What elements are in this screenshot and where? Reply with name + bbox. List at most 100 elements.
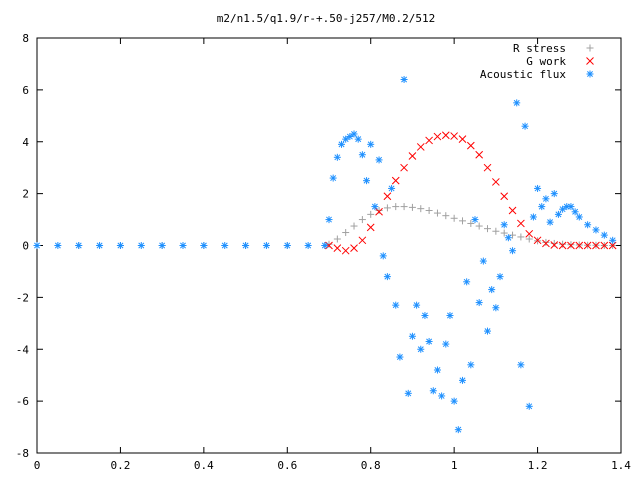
data-point — [363, 177, 371, 185]
data-point — [571, 208, 579, 216]
data-point — [425, 337, 433, 345]
data-point — [391, 176, 400, 185]
data-point — [221, 242, 229, 249]
data-point — [367, 140, 375, 148]
data-point — [567, 203, 575, 211]
data-point — [500, 221, 508, 229]
data-point — [371, 203, 379, 211]
x-tick-label: 0.6 — [277, 459, 297, 472]
legend-marker — [586, 44, 594, 52]
data-point — [333, 244, 342, 252]
data-point — [592, 241, 600, 250]
data-point — [525, 229, 534, 238]
data-point — [75, 242, 83, 249]
data-point — [438, 392, 446, 400]
data-point — [446, 312, 454, 320]
data-point — [350, 222, 358, 230]
data-point — [609, 236, 617, 244]
data-point — [116, 242, 124, 249]
series-acoustic-flux — [33, 76, 617, 434]
data-point — [484, 327, 492, 335]
data-point — [358, 216, 366, 224]
data-point — [517, 233, 525, 241]
data-point — [467, 219, 475, 227]
data-point — [342, 135, 350, 143]
data-point — [442, 340, 450, 348]
data-point — [533, 236, 542, 245]
data-point — [517, 219, 525, 228]
data-point — [567, 241, 575, 250]
data-point — [542, 195, 550, 203]
data-point — [450, 132, 458, 140]
data-point — [333, 153, 341, 161]
data-point — [346, 133, 354, 141]
x-tick-label: 1.4 — [611, 459, 631, 472]
data-point — [416, 143, 425, 151]
y-tick-label: -8 — [16, 447, 29, 460]
data-point — [521, 122, 529, 130]
data-point — [525, 402, 533, 410]
x-tick-label: 1 — [451, 459, 458, 472]
data-point — [383, 273, 391, 281]
series-g-work — [325, 131, 617, 255]
data-point — [475, 299, 483, 307]
data-point — [342, 229, 350, 237]
data-point — [492, 227, 500, 235]
data-point — [350, 244, 358, 252]
data-point — [550, 239, 558, 247]
data-point — [509, 231, 517, 239]
data-point — [408, 203, 416, 211]
data-point — [413, 301, 421, 309]
x-tick-label: 1.2 — [528, 459, 548, 472]
data-point — [538, 203, 546, 211]
data-point — [400, 163, 408, 172]
data-point — [600, 231, 608, 239]
data-point — [433, 132, 442, 141]
data-point — [200, 242, 208, 249]
data-point — [450, 397, 458, 405]
data-point — [383, 204, 391, 212]
data-point — [404, 389, 412, 397]
legend-marker — [586, 70, 594, 78]
data-point — [392, 203, 400, 211]
data-point — [242, 242, 250, 249]
legend-marker — [586, 57, 594, 65]
data-point — [554, 210, 562, 218]
data-point — [575, 241, 584, 250]
y-tick-label: 0 — [22, 240, 29, 253]
data-point — [492, 304, 500, 312]
data-point — [450, 214, 458, 222]
data-point — [408, 332, 416, 340]
data-point — [333, 235, 341, 243]
data-point — [366, 223, 375, 232]
data-point — [509, 247, 517, 255]
data-point — [550, 241, 559, 249]
data-point — [54, 242, 62, 249]
data-point — [417, 345, 425, 353]
y-tick-label: 6 — [22, 84, 29, 97]
x-tick-label: 0.8 — [361, 459, 381, 472]
data-point — [321, 242, 329, 249]
data-point — [471, 216, 479, 224]
data-point — [484, 225, 492, 233]
data-point — [567, 241, 575, 249]
data-point — [388, 184, 396, 192]
axes: 0 0.2 0.4 0.6 0.8 1 1.2 1.4 -8 -6 -4 -2 0 2 4 6 8 — [16, 32, 632, 472]
data-point — [262, 242, 270, 249]
data-point — [504, 234, 512, 242]
data-point — [179, 242, 187, 249]
legend-label: R stress — [513, 42, 566, 55]
data-point — [542, 238, 550, 246]
data-point — [550, 190, 558, 198]
data-point — [433, 366, 441, 374]
data-point — [433, 209, 441, 217]
data-point — [559, 240, 567, 248]
data-point — [458, 376, 466, 384]
data-point — [375, 207, 383, 216]
data-point — [329, 174, 337, 182]
data-point — [379, 252, 387, 260]
data-point — [400, 203, 408, 211]
data-point — [33, 242, 41, 249]
data-point — [500, 229, 508, 237]
